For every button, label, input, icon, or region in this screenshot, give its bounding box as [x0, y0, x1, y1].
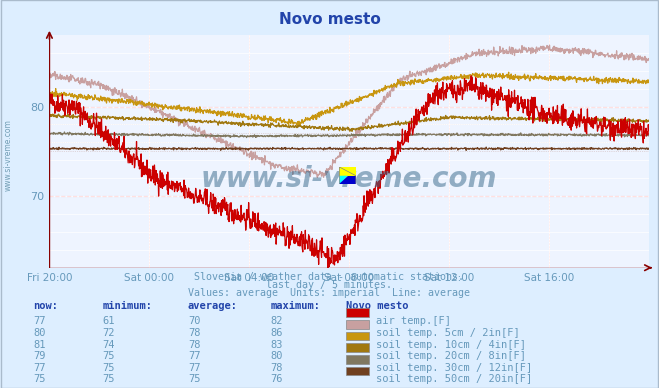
Text: 75: 75	[33, 374, 45, 385]
Text: Novo mesto: Novo mesto	[279, 12, 380, 27]
Polygon shape	[339, 176, 356, 184]
Text: 75: 75	[102, 351, 115, 361]
Text: 76: 76	[270, 374, 283, 385]
Text: 77: 77	[33, 363, 45, 373]
Text: average:: average:	[188, 301, 238, 311]
Text: www.si-vreme.com: www.si-vreme.com	[3, 119, 13, 191]
Text: Slovenia / weather data - automatic stations.: Slovenia / weather data - automatic stat…	[194, 272, 465, 282]
Text: soil temp. 50cm / 20in[F]: soil temp. 50cm / 20in[F]	[376, 374, 532, 385]
Text: Values: average  Units: imperial  Line: average: Values: average Units: imperial Line: av…	[188, 288, 471, 298]
Text: www.si-vreme.com: www.si-vreme.com	[201, 165, 498, 193]
Text: now:: now:	[33, 301, 58, 311]
Text: 78: 78	[270, 363, 283, 373]
Text: 80: 80	[33, 328, 45, 338]
Text: 75: 75	[102, 363, 115, 373]
Text: last day / 5 minutes.: last day / 5 minutes.	[266, 280, 393, 290]
Text: 74: 74	[102, 340, 115, 350]
Text: air temp.[F]: air temp.[F]	[376, 316, 451, 326]
Text: soil temp. 5cm / 2in[F]: soil temp. 5cm / 2in[F]	[376, 328, 519, 338]
Polygon shape	[339, 167, 356, 176]
Text: 75: 75	[102, 374, 115, 385]
Text: 80: 80	[270, 351, 283, 361]
Text: 82: 82	[270, 316, 283, 326]
Polygon shape	[339, 176, 348, 184]
Text: 83: 83	[270, 340, 283, 350]
Text: 77: 77	[33, 316, 45, 326]
Text: 86: 86	[270, 328, 283, 338]
Text: 79: 79	[33, 351, 45, 361]
Text: 78: 78	[188, 328, 200, 338]
Text: Novo mesto: Novo mesto	[346, 301, 409, 311]
Text: 72: 72	[102, 328, 115, 338]
Text: 77: 77	[188, 363, 200, 373]
Text: 78: 78	[188, 340, 200, 350]
Text: soil temp. 30cm / 12in[F]: soil temp. 30cm / 12in[F]	[376, 363, 532, 373]
Text: 75: 75	[188, 374, 200, 385]
Text: soil temp. 20cm / 8in[F]: soil temp. 20cm / 8in[F]	[376, 351, 526, 361]
Text: minimum:: minimum:	[102, 301, 152, 311]
Text: 81: 81	[33, 340, 45, 350]
Text: 61: 61	[102, 316, 115, 326]
Text: maximum:: maximum:	[270, 301, 320, 311]
Text: 77: 77	[188, 351, 200, 361]
Text: soil temp. 10cm / 4in[F]: soil temp. 10cm / 4in[F]	[376, 340, 526, 350]
Text: 70: 70	[188, 316, 200, 326]
